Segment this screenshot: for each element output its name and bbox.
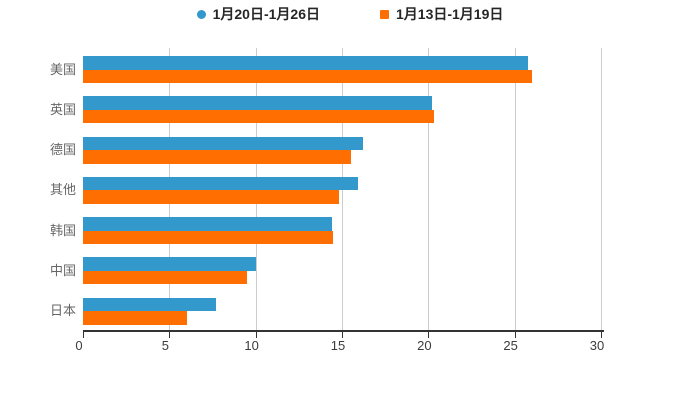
square-legend-marker-icon [380, 9, 389, 19]
category-label: 韩国 [49, 222, 76, 238]
category-label: 其他 [49, 182, 76, 198]
x-axis-tick [255, 332, 257, 338]
x-tick-label: 0 [75, 338, 83, 353]
legend-item-current-week[interactable]: 1月20日-1月26日 [196, 5, 320, 23]
bar-orange [83, 109, 434, 124]
bar-blue [83, 136, 363, 151]
category-label: 美国 [49, 61, 76, 77]
bar-orange [83, 270, 248, 285]
grid-line [601, 48, 602, 330]
x-axis-line [83, 330, 604, 332]
plot-area [83, 48, 602, 330]
bar-orange [83, 311, 187, 325]
x-axis-tick [342, 332, 343, 338]
bar-blue [83, 56, 529, 70]
x-axis-tick [601, 332, 602, 338]
grid-line [428, 48, 430, 330]
circle-legend-marker-icon [196, 9, 206, 19]
category-label: 德国 [49, 142, 76, 158]
bar-orange [83, 230, 334, 245]
x-tick-label: 20 [417, 338, 432, 353]
x-axis-tick [514, 332, 516, 338]
grid-line [514, 48, 516, 330]
bar-orange [83, 150, 351, 164]
x-axis-tick [428, 332, 430, 338]
chart-legend: 1月20日-1月26日 1月13日-1月19日 [0, 5, 700, 23]
x-tick-label: 5 [161, 338, 169, 353]
legend-label-previous-week: 1月13日-1月19日 [396, 6, 504, 22]
bar-blue [83, 257, 256, 271]
category-label: 中国 [49, 262, 76, 278]
x-axis-tick [83, 332, 84, 338]
bar-orange [83, 69, 532, 83]
x-tick-label: 30 [589, 338, 605, 353]
bar-orange [83, 190, 339, 204]
bar-blue [83, 297, 216, 312]
x-axis-tick [169, 332, 171, 338]
bar-blue [83, 176, 358, 191]
x-tick-label: 15 [330, 338, 346, 353]
x-tick-label: 10 [244, 338, 259, 353]
category-label: 日本 [49, 303, 76, 319]
legend-label-current-week: 1月20日-1月26日 [212, 6, 320, 22]
x-tick-label: 25 [503, 338, 518, 353]
bar-blue [83, 217, 332, 231]
category-label: 英国 [49, 101, 76, 117]
bar-blue [83, 96, 432, 110]
legend-item-previous-week[interactable]: 1月13日-1月19日 [380, 5, 503, 23]
